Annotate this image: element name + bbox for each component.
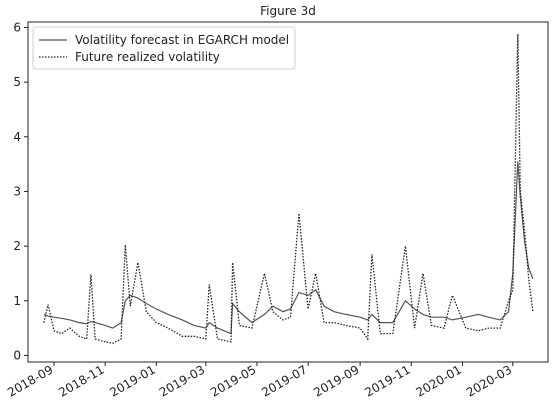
- y-tick-label: 0: [13, 348, 21, 362]
- legend-label: Volatility forecast in EGARCH model: [75, 33, 289, 47]
- x-tick-label: 2020-01: [414, 362, 464, 399]
- chart-title: Figure 3d: [260, 4, 316, 18]
- plot-frame: [27, 21, 549, 363]
- legend-label: Future realized volatility: [75, 50, 220, 64]
- x-tick-label: 2018-11: [56, 362, 106, 399]
- legend-box: [32, 26, 296, 70]
- x-tick-label: 2019-09: [311, 362, 361, 399]
- y-tick-label: 6: [13, 20, 21, 34]
- x-tick-label: 2019-11: [362, 362, 412, 399]
- line-series: [43, 33, 534, 345]
- y-tick-label: 5: [13, 75, 21, 89]
- y-tick-label: 3: [13, 184, 21, 198]
- x-tick-label: 2019-05: [208, 362, 258, 399]
- line-series: [43, 161, 534, 335]
- x-tick-label: 2020-03: [464, 362, 514, 399]
- y-tick-label: 1: [13, 294, 21, 308]
- x-tick-label: 2019-03: [157, 362, 207, 399]
- x-tick-label: 2018-09: [5, 362, 55, 399]
- y-tick-label: 2: [13, 239, 21, 253]
- y-tick-label: 4: [13, 130, 21, 144]
- x-tick-label: 2019-07: [259, 362, 309, 399]
- x-tick-label: 2019-01: [107, 362, 157, 399]
